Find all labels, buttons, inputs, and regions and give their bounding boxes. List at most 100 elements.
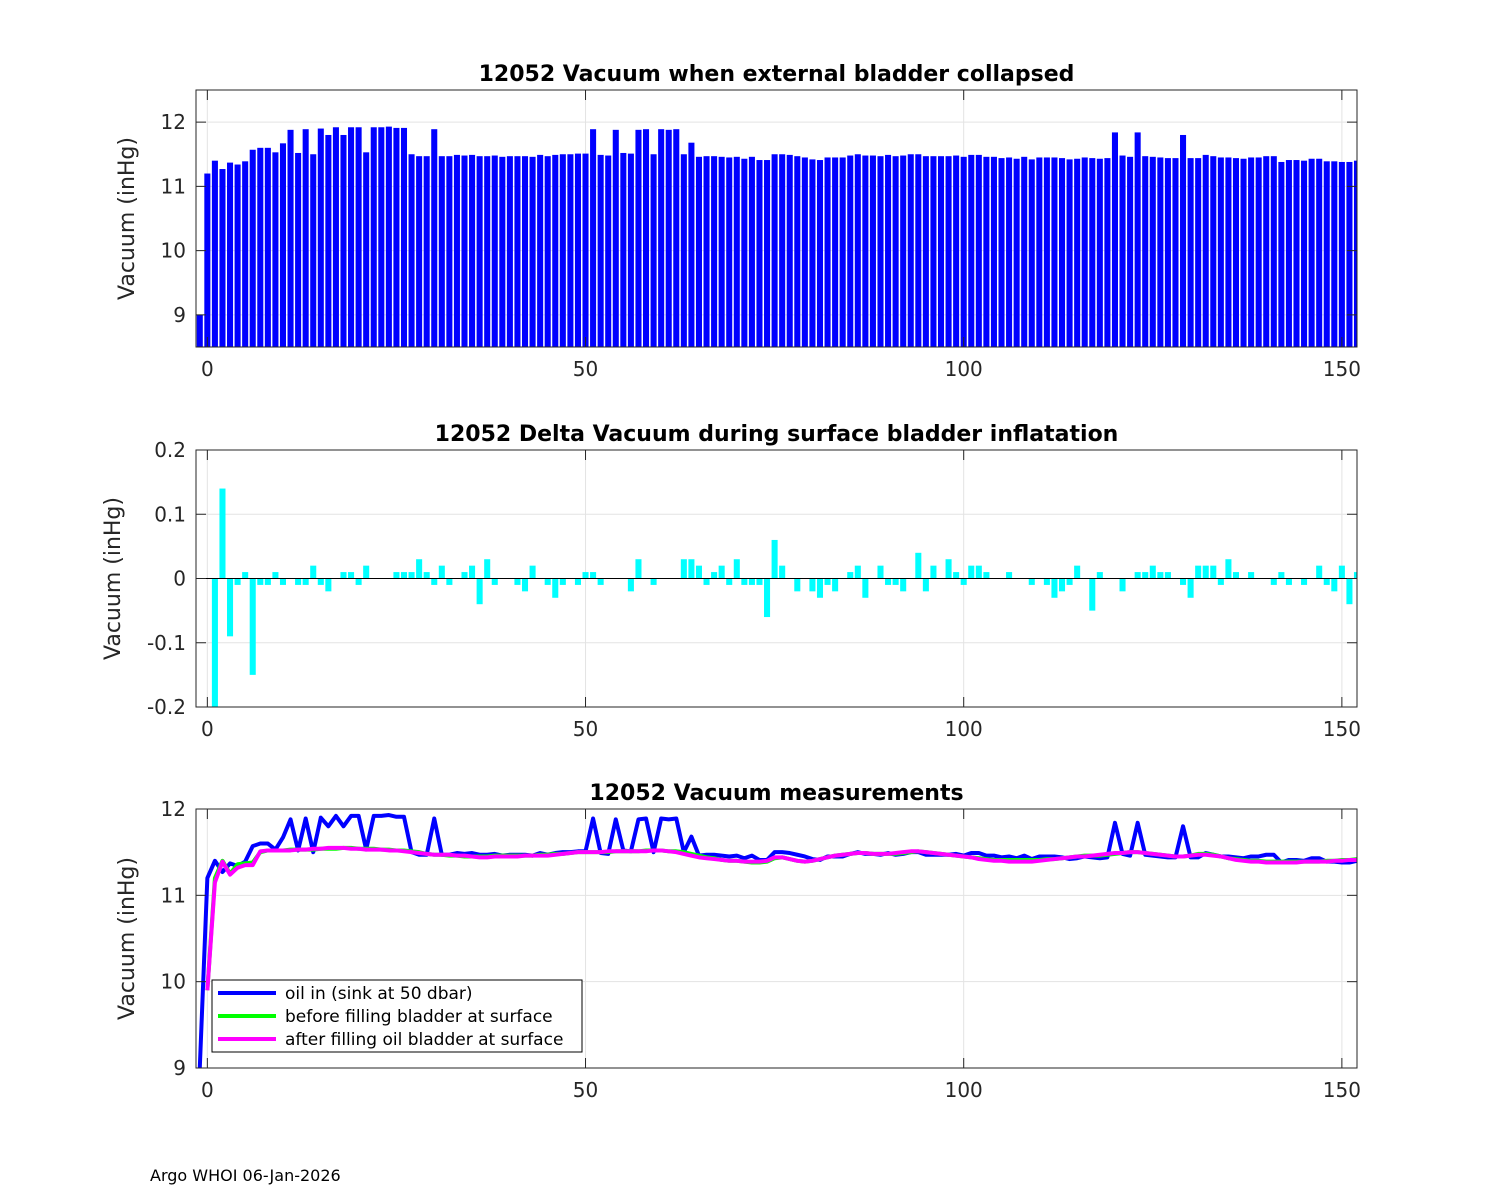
bar [529, 565, 536, 579]
bar [786, 154, 793, 347]
bar [582, 153, 589, 347]
bar [854, 154, 861, 347]
bar [1058, 158, 1066, 347]
legend-label: after filling oil bladder at surface [285, 1030, 563, 1050]
bar [491, 578, 498, 585]
bar [325, 578, 332, 592]
bar [476, 156, 483, 347]
plot-marks [196, 126, 1368, 347]
bar [242, 161, 249, 347]
bar [756, 578, 763, 585]
bar [537, 154, 544, 347]
y-axis-label: Vacuum (inHg) [115, 857, 140, 1020]
bar [1353, 160, 1357, 347]
axes-box [195, 89, 1358, 348]
bar [1346, 578, 1353, 605]
bar [945, 559, 952, 579]
legend-label: before filling bladder at surface [285, 1007, 553, 1027]
bar [816, 578, 824, 598]
bar [1338, 565, 1345, 579]
series-line-3 [205, 845, 1357, 991]
y-tick-label: 10 [161, 970, 186, 994]
bar [794, 156, 801, 347]
y-tick-label: 11 [161, 883, 186, 907]
bar [264, 147, 271, 347]
bar [1043, 157, 1050, 347]
bar [1232, 572, 1240, 579]
bar [945, 156, 952, 347]
bar [393, 572, 400, 579]
chart-title: 12052 Vacuum when external bladder colla… [479, 62, 1075, 87]
x-tick-label: 50 [573, 357, 598, 381]
bar [839, 157, 846, 347]
x-tick-label: 50 [573, 1078, 598, 1102]
bar [643, 129, 650, 347]
bar [922, 578, 929, 592]
bar [431, 578, 438, 585]
bar [718, 565, 725, 579]
x-tick-label: 150 [1323, 717, 1361, 741]
bar [423, 156, 430, 347]
bar [1217, 157, 1224, 347]
bar [847, 155, 854, 347]
bar [794, 578, 801, 592]
bar [1111, 132, 1118, 347]
bar [1278, 572, 1285, 579]
bar [1180, 578, 1187, 585]
bar [680, 154, 687, 347]
bar [885, 578, 892, 585]
bar [900, 578, 907, 592]
bar [1104, 158, 1111, 347]
bar [431, 129, 438, 347]
bar [1180, 134, 1187, 347]
y-tick-label: 0 [173, 567, 186, 591]
bar [1157, 572, 1164, 579]
bar [1172, 158, 1179, 347]
bar [1331, 578, 1338, 592]
bar [1028, 159, 1035, 347]
bar [1149, 565, 1156, 579]
bar [975, 565, 982, 579]
plot-marks [196, 488, 1357, 707]
bar [779, 565, 786, 579]
bar [574, 153, 581, 347]
y-axis-label: Vacuum (inHg) [115, 137, 140, 300]
bar [1058, 578, 1066, 592]
chart-title: 12052 Vacuum measurements [589, 781, 963, 806]
bar [461, 155, 468, 347]
bar [559, 578, 566, 585]
bar [1134, 572, 1141, 579]
bar [1142, 156, 1149, 347]
bar [325, 134, 332, 347]
legend-label: oil in (sink at 50 dbar) [285, 984, 473, 1004]
bar [438, 156, 445, 347]
bar [582, 572, 589, 579]
bar [302, 578, 309, 585]
bar [650, 154, 657, 347]
bar [1036, 157, 1043, 347]
bar [1202, 565, 1209, 579]
bar [521, 578, 529, 592]
bar [1316, 565, 1323, 579]
x-tick-label: 100 [945, 1078, 983, 1102]
bar [1043, 578, 1050, 585]
bar [1263, 156, 1270, 347]
bar [756, 160, 763, 347]
bar [310, 154, 317, 347]
bar [1051, 157, 1058, 347]
bar [1225, 559, 1232, 579]
y-tick-label: 0.2 [154, 438, 186, 462]
bar [1362, 161, 1368, 347]
bar [1278, 161, 1285, 347]
bar [332, 127, 339, 347]
bar [227, 578, 234, 637]
bar [892, 156, 899, 347]
bar [1028, 578, 1035, 585]
bar [469, 565, 476, 579]
bar [688, 559, 695, 579]
bar [809, 578, 816, 592]
bar [620, 152, 627, 347]
bar [211, 160, 218, 347]
bar [204, 173, 211, 347]
bar [809, 159, 816, 347]
